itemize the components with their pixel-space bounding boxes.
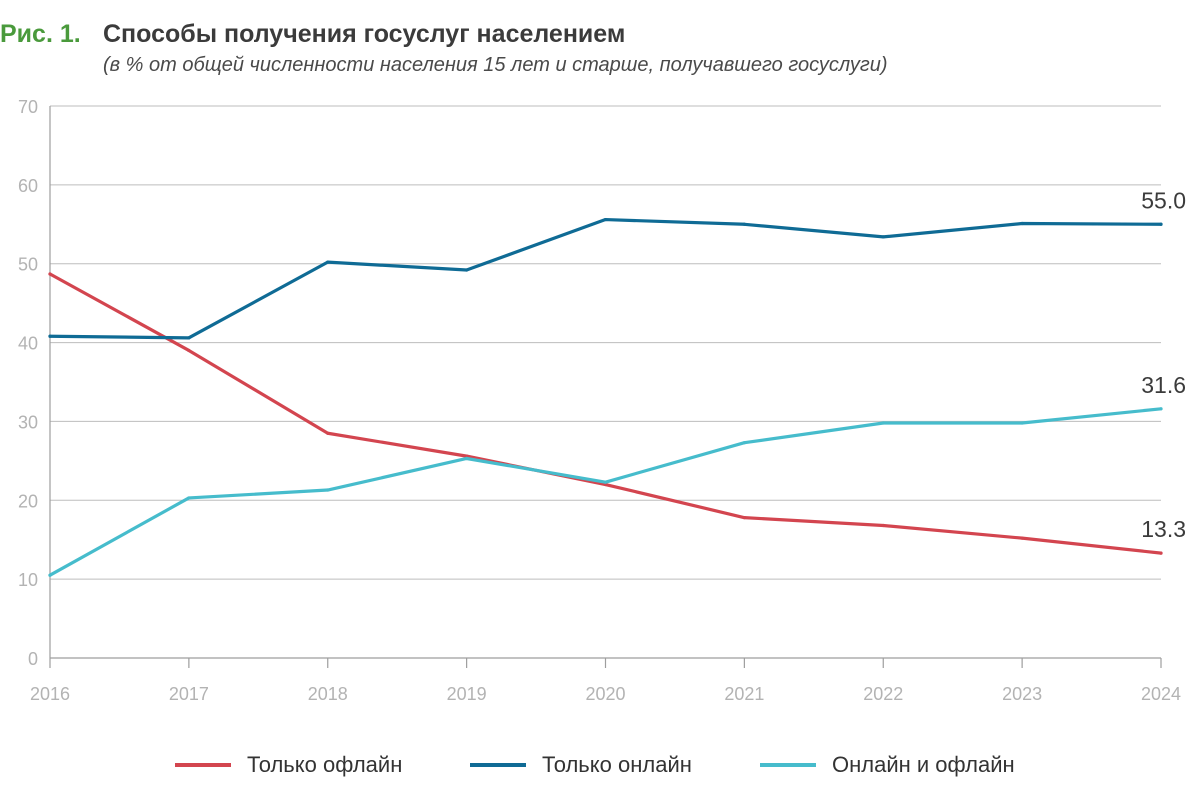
legend-item-offline: Только офлайн: [175, 752, 402, 778]
x-tick-label: 2021: [724, 684, 764, 704]
y-tick-label: 70: [18, 97, 38, 117]
legend-swatch-both: [760, 763, 816, 767]
data-point: [187, 336, 191, 340]
x-tick-label: 2019: [447, 684, 487, 704]
data-point: [465, 268, 469, 272]
data-point: [465, 454, 469, 458]
data-point: [187, 348, 191, 353]
legend-label-both: Онлайн и офлайн: [832, 752, 1015, 777]
x-tick-label: 2020: [585, 684, 625, 704]
data-point: [1159, 551, 1163, 555]
data-point: [881, 235, 885, 239]
y-tick-label: 30: [18, 412, 38, 432]
x-tick-label: 2022: [863, 684, 903, 704]
data-point: [48, 334, 52, 338]
end-value-label: 31.6: [1141, 372, 1186, 398]
data-point: [326, 431, 330, 435]
data-point: [742, 441, 746, 445]
data-point: [881, 421, 885, 425]
legend-swatch-online: [470, 763, 526, 767]
data-point: [326, 260, 330, 264]
data-point: [603, 480, 608, 484]
x-axis: 2016 2017 2018 2019 2020 2021 2022 2023 2024: [30, 106, 1181, 704]
y-axis-ticks: 0 10 20 30 40 50 60 70: [18, 97, 38, 669]
line-chart: 0 10 20 30 40 50 60 70 2016 2017 2018 2019 2020 2021…: [18, 97, 1186, 704]
legend-label-offline: Только офлайн: [247, 752, 403, 777]
series-line-0: [48, 272, 1163, 555]
data-point: [187, 496, 191, 500]
chart-subtitle: (в % от общей численности населения 15 л…: [103, 54, 888, 76]
y-tick-label: 60: [18, 176, 38, 196]
series-line-2: [48, 407, 1163, 577]
data-point: [1020, 536, 1024, 540]
y-tick-label: 10: [18, 570, 38, 590]
data-point: [603, 482, 608, 487]
chart-legend: Только офлайн Только онлайн Онлайн и офл…: [0, 752, 1200, 792]
legend-label-online: Только онлайн: [542, 752, 692, 777]
x-tick-label: 2023: [1002, 684, 1042, 704]
data-point: [1159, 222, 1163, 226]
grid-lines: [50, 105, 1161, 659]
figure-label: Рис. 1.: [0, 20, 81, 48]
x-tick-label: 2017: [169, 684, 209, 704]
legend-item-online: Только онлайн: [470, 752, 692, 778]
data-point: [1159, 407, 1163, 411]
legend-item-both: Онлайн и офлайн: [760, 752, 1015, 778]
x-tick-label: 2024: [1141, 684, 1181, 704]
data-point: [881, 523, 885, 528]
x-tick-label: 2018: [308, 684, 348, 704]
y-tick-label: 50: [18, 255, 38, 275]
chart-title: Способы получения госуслуг населением: [103, 20, 626, 48]
data-point: [48, 272, 52, 276]
series-line-1: [48, 217, 1163, 340]
data-point: [603, 217, 608, 222]
data-point: [1020, 421, 1024, 425]
end-labels: 13.3 55.0 31.6: [1141, 187, 1186, 542]
y-tick-label: 40: [18, 334, 38, 354]
x-tick-label: 2016: [30, 684, 70, 704]
data-point: [326, 488, 330, 492]
end-value-label: 13.3: [1141, 516, 1186, 542]
legend-swatch-offline: [175, 763, 231, 767]
end-value-label: 55.0: [1141, 187, 1186, 213]
data-point: [742, 516, 746, 520]
data-point: [1020, 221, 1024, 226]
data-point: [742, 222, 746, 226]
data-point: [465, 456, 469, 461]
series-lines: [48, 217, 1163, 577]
data-point: [48, 573, 52, 577]
y-tick-label: 0: [28, 649, 38, 669]
y-tick-label: 20: [18, 491, 38, 511]
